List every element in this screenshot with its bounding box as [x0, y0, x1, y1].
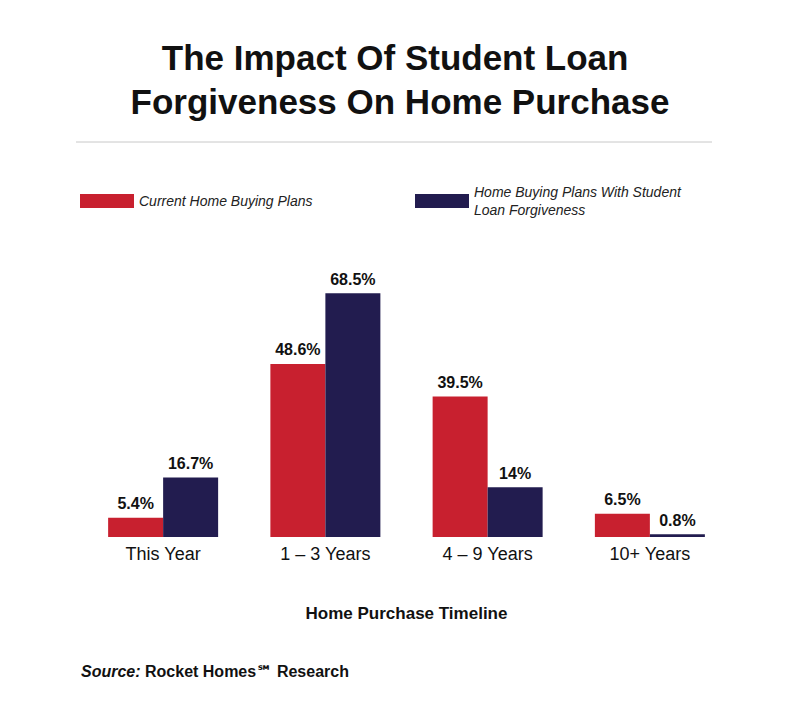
svg-text:Source:: Source:: [81, 663, 141, 680]
svg-text:6.5%: 6.5%: [604, 491, 640, 508]
svg-text:This Year: This Year: [126, 544, 201, 564]
svg-text:14%: 14%: [499, 465, 531, 482]
svg-text:Loan Forgiveness: Loan Forgiveness: [474, 202, 585, 218]
svg-text:39.5%: 39.5%: [437, 374, 482, 391]
svg-text:0.8%: 0.8%: [659, 512, 695, 529]
svg-text:48.6%: 48.6%: [275, 341, 320, 358]
svg-text:Home Buying Plans With Student: Home Buying Plans With Student: [474, 184, 685, 200]
svg-text:10+ Years: 10+ Years: [610, 544, 691, 564]
svg-text:1 – 3 Years: 1 – 3 Years: [280, 544, 370, 564]
svg-text:Rocket Homes℠ Research: Rocket Homes℠ Research: [141, 663, 349, 680]
svg-text:Current Home Buying Plans: Current Home Buying Plans: [139, 193, 313, 209]
svg-text:16.7%: 16.7%: [168, 455, 213, 472]
svg-text:Home Purchase Timeline: Home Purchase Timeline: [306, 604, 508, 623]
svg-text:Forgiveness On Home Purchase: Forgiveness On Home Purchase: [131, 82, 670, 121]
svg-text:4 – 9 Years: 4 – 9 Years: [443, 544, 533, 564]
svg-text:68.5%: 68.5%: [330, 271, 375, 288]
svg-text:5.4%: 5.4%: [117, 495, 153, 512]
svg-text:The Impact Of Student Loan: The Impact Of Student Loan: [162, 38, 638, 77]
